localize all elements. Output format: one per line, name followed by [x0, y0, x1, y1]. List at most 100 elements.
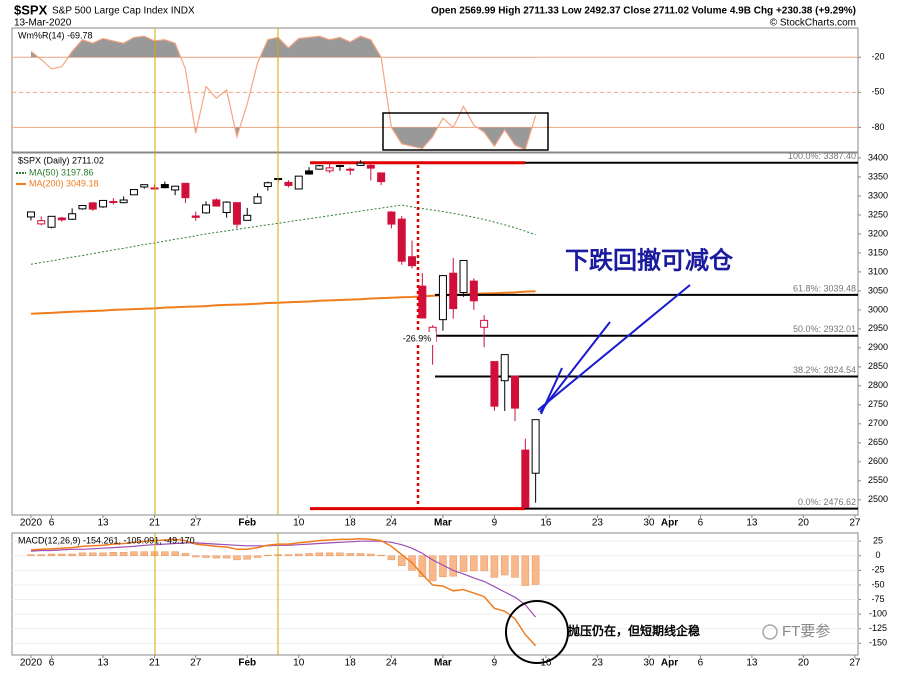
candle-body — [315, 165, 324, 170]
histogram-bar — [325, 552, 334, 557]
fib-label: 61.8%: 3039.48 — [793, 283, 856, 293]
signal-line — [30, 540, 537, 618]
x-tick-label: Apr — [661, 658, 678, 669]
y-tick-label: 3000 — [868, 304, 888, 314]
histogram-bar — [459, 555, 468, 572]
candle-body — [500, 354, 509, 382]
candle-body — [449, 272, 458, 310]
source: © StockCharts.com — [770, 18, 856, 29]
x-tick-label: 10 — [293, 658, 305, 669]
x-tick-label: 20 — [798, 518, 810, 529]
y-tick-label: -50 — [871, 87, 884, 97]
x-tick-label: 27 — [190, 658, 202, 669]
histogram-bar — [233, 555, 241, 561]
watermark-icon — [762, 624, 778, 640]
callout: 下跌回撤可减仓 — [565, 246, 734, 274]
x-tick-label: 9 — [492, 658, 498, 669]
candle-body — [232, 202, 241, 225]
candle-body — [88, 202, 97, 210]
x-tick-label: Feb — [238, 658, 256, 669]
y-tick-label: 3100 — [868, 266, 888, 276]
x-tick-label: 2020 — [20, 658, 43, 669]
candle-body — [469, 280, 478, 302]
candle-body — [202, 204, 211, 214]
histogram-bar — [480, 555, 488, 572]
x-tick-label: 13 — [746, 658, 758, 669]
histogram-bar — [47, 553, 56, 557]
x-tick-label: 13 — [97, 658, 109, 669]
candle-body — [438, 275, 447, 321]
x-tick-label: 13 — [97, 518, 109, 529]
histogram-bar — [161, 551, 169, 557]
candle-body — [284, 181, 293, 186]
x-tick-label: 23 — [592, 518, 604, 529]
candle-body — [325, 167, 334, 172]
extreme-fill — [30, 127, 536, 150]
candle-body — [140, 184, 149, 188]
y-tick-label: 25 — [873, 536, 883, 546]
candle-body — [253, 196, 262, 204]
x-tick-label: 6 — [698, 518, 704, 529]
y-tick-label: 2850 — [868, 361, 888, 371]
y-tick-label: -50 — [871, 579, 884, 589]
y-tick-label: -125 — [869, 623, 887, 633]
histogram-bar — [171, 551, 179, 557]
x-tick-label: 18 — [345, 658, 357, 669]
histogram-bar — [253, 555, 262, 558]
x-tick-label: 2020 — [20, 518, 43, 529]
histogram-bar — [490, 555, 499, 578]
candle-body — [37, 220, 46, 225]
histogram-bar — [449, 555, 457, 577]
histogram-bar — [140, 551, 148, 557]
candle-body — [99, 199, 108, 208]
candle-body — [191, 215, 200, 218]
y-tick-label: -150 — [869, 638, 887, 648]
x-tick-label: 18 — [345, 518, 357, 529]
candle-body — [68, 213, 77, 220]
y-tick-label: -75 — [871, 594, 884, 604]
panel-label: MACD(12,26,9) -154.261, -105.091, -49.17… — [18, 535, 195, 545]
y-tick-label: -100 — [869, 609, 887, 619]
candle-body — [511, 375, 520, 409]
x-tick-label: 30 — [643, 518, 655, 529]
x-tick-label: 24 — [386, 658, 398, 669]
candle-body — [119, 199, 128, 204]
candle-body — [408, 256, 417, 267]
histogram-bar — [305, 553, 313, 557]
candle-body — [521, 449, 530, 508]
watermark: FT要参 — [782, 623, 830, 640]
candle-body — [78, 205, 87, 210]
candle-body — [109, 200, 118, 203]
candle-body — [181, 182, 190, 199]
histogram-bar — [336, 552, 344, 557]
histogram-bar — [37, 554, 46, 557]
x-tick-label: Apr — [661, 518, 678, 529]
fib-label: 50.0%: 2932.01 — [793, 324, 856, 334]
y-tick-label: 3250 — [868, 209, 888, 219]
histogram-bar — [315, 552, 324, 557]
y-tick-label: 2800 — [868, 380, 888, 390]
histogram-bar — [346, 553, 354, 557]
candle-body — [346, 168, 355, 171]
x-tick-label: 16 — [540, 658, 552, 669]
y-tick-label: 2750 — [868, 399, 888, 409]
histogram-bar — [181, 553, 190, 557]
x-tick-label: 6 — [49, 518, 55, 529]
histogram-bar — [130, 551, 138, 557]
candle-body — [129, 189, 138, 196]
extreme-fill — [30, 36, 536, 58]
y-tick-label: 3150 — [868, 247, 888, 257]
histogram-bar — [428, 555, 437, 582]
histogram-bar — [58, 553, 66, 557]
legend-label: MA(50) 3197.86 — [29, 167, 94, 177]
y-tick-label: 3350 — [868, 171, 888, 181]
histogram-bar — [397, 555, 406, 566]
histogram-bar — [284, 554, 293, 557]
histogram-bar — [470, 555, 478, 572]
y-tick-label: -20 — [871, 52, 884, 62]
candle-body — [243, 214, 252, 221]
y-tick-label: 2600 — [868, 456, 888, 466]
panel-label: $SPX (Daily) 2711.02 — [18, 155, 104, 165]
candle-body — [459, 259, 468, 294]
histogram-bar — [367, 553, 375, 557]
